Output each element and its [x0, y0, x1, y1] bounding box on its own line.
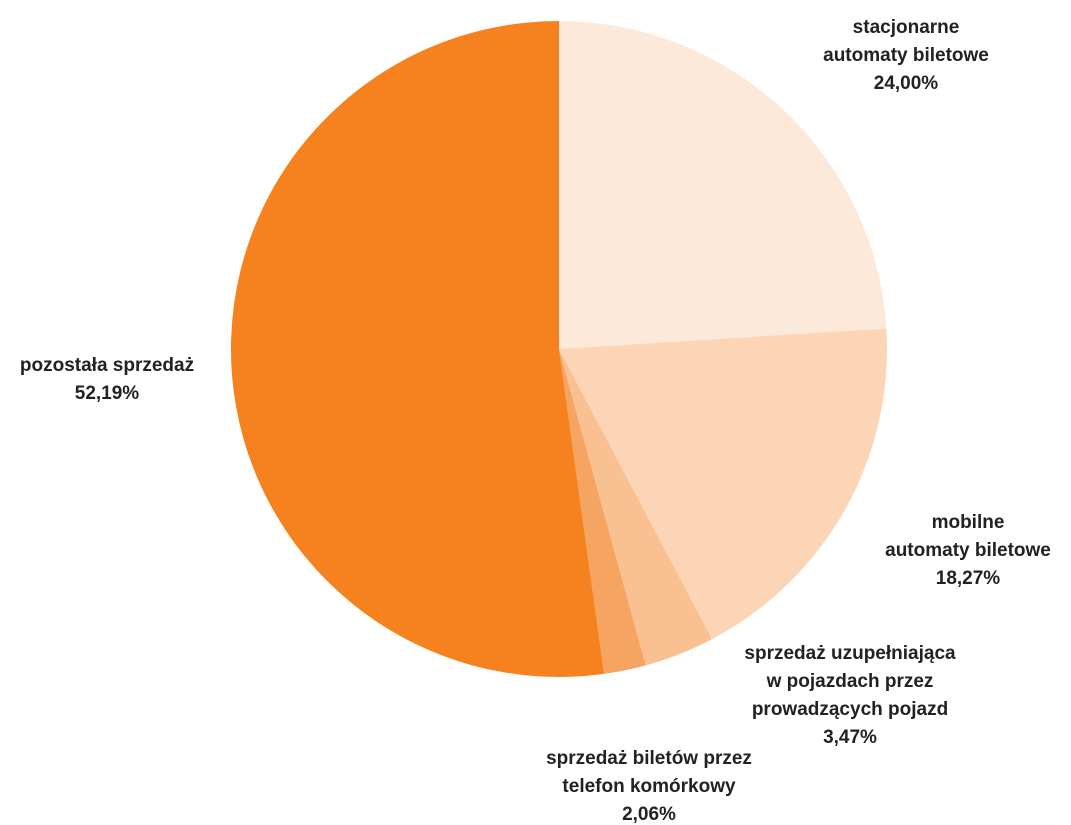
- pie-labels: stacjonarne automaty biletowe 24,00% mobiln…: [20, 17, 1051, 825]
- slice-name-label: automaty biletowe: [885, 540, 1051, 561]
- slice-name-label: pozostała sprzedaż: [20, 355, 194, 376]
- slice-name-label: prowadzących pojazd: [752, 699, 948, 720]
- pie-slice-4: [559, 349, 646, 674]
- slice-name-label: telefon komórkowy: [562, 776, 736, 797]
- pie-slice-5: [230, 20, 605, 678]
- slice-label-2: mobilne automaty biletowe 18,27%: [885, 512, 1051, 589]
- slice-name-label: sprzedaż uzupełniająca: [744, 643, 956, 664]
- pie-slice-1: [559, 21, 887, 349]
- slice-name-label: automaty biletowe: [823, 45, 989, 66]
- slice-label-4: sprzedaż biletów przez telefon komórkowy 2…: [546, 748, 752, 825]
- slice-name-label: sprzedaż biletów przez: [546, 748, 752, 769]
- pie-slice-2: [559, 328, 888, 640]
- slice-label-5: pozostała sprzedaż 52,19%: [20, 355, 194, 404]
- pie-slice-3: [559, 349, 713, 666]
- slice-label-1: stacjonarne automaty biletowe 24,00%: [823, 17, 989, 94]
- slice-value-label: 24,00%: [874, 73, 939, 94]
- slice-name-label: mobilne: [932, 512, 1005, 533]
- slice-label-3: sprzedaż uzupełniająca w pojazdach przez p…: [744, 643, 956, 748]
- slice-value-label: 2,06%: [622, 804, 676, 825]
- pie-slices: [230, 20, 888, 678]
- slice-value-label: 18,27%: [936, 568, 1001, 589]
- slice-name-label: w pojazdach przez: [766, 671, 934, 692]
- slice-name-label: stacjonarne: [853, 17, 960, 38]
- slice-value-label: 3,47%: [823, 727, 877, 748]
- slice-value-label: 52,19%: [75, 383, 140, 404]
